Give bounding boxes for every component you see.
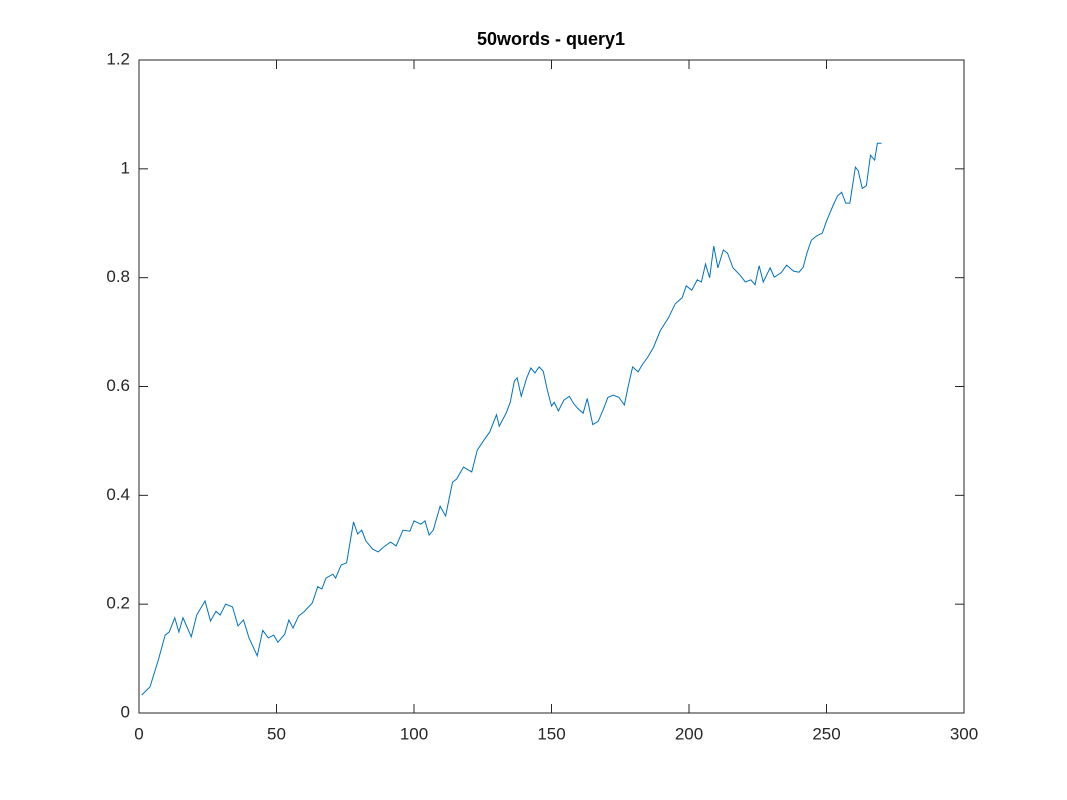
y-tick-label: 0.4 bbox=[106, 485, 130, 504]
line-series bbox=[141, 142, 882, 696]
chart-title: 50words - query1 bbox=[477, 29, 625, 49]
y-tick-label: 0.6 bbox=[106, 376, 130, 395]
y-tick-label: 0.8 bbox=[106, 267, 130, 286]
y-tick-label: 1.2 bbox=[106, 49, 130, 68]
x-tick-label: 250 bbox=[812, 724, 840, 743]
y-tick-label: 0 bbox=[121, 702, 130, 721]
x-tick-label: 100 bbox=[400, 724, 428, 743]
x-tick-label: 50 bbox=[267, 724, 286, 743]
y-tick-label: 0.2 bbox=[106, 594, 130, 613]
x-tick-label: 0 bbox=[134, 724, 143, 743]
x-tick-label: 300 bbox=[950, 724, 978, 743]
x-tick-label: 200 bbox=[675, 724, 703, 743]
y-tick-label: 1 bbox=[121, 158, 130, 177]
x-tick-label: 150 bbox=[537, 724, 565, 743]
